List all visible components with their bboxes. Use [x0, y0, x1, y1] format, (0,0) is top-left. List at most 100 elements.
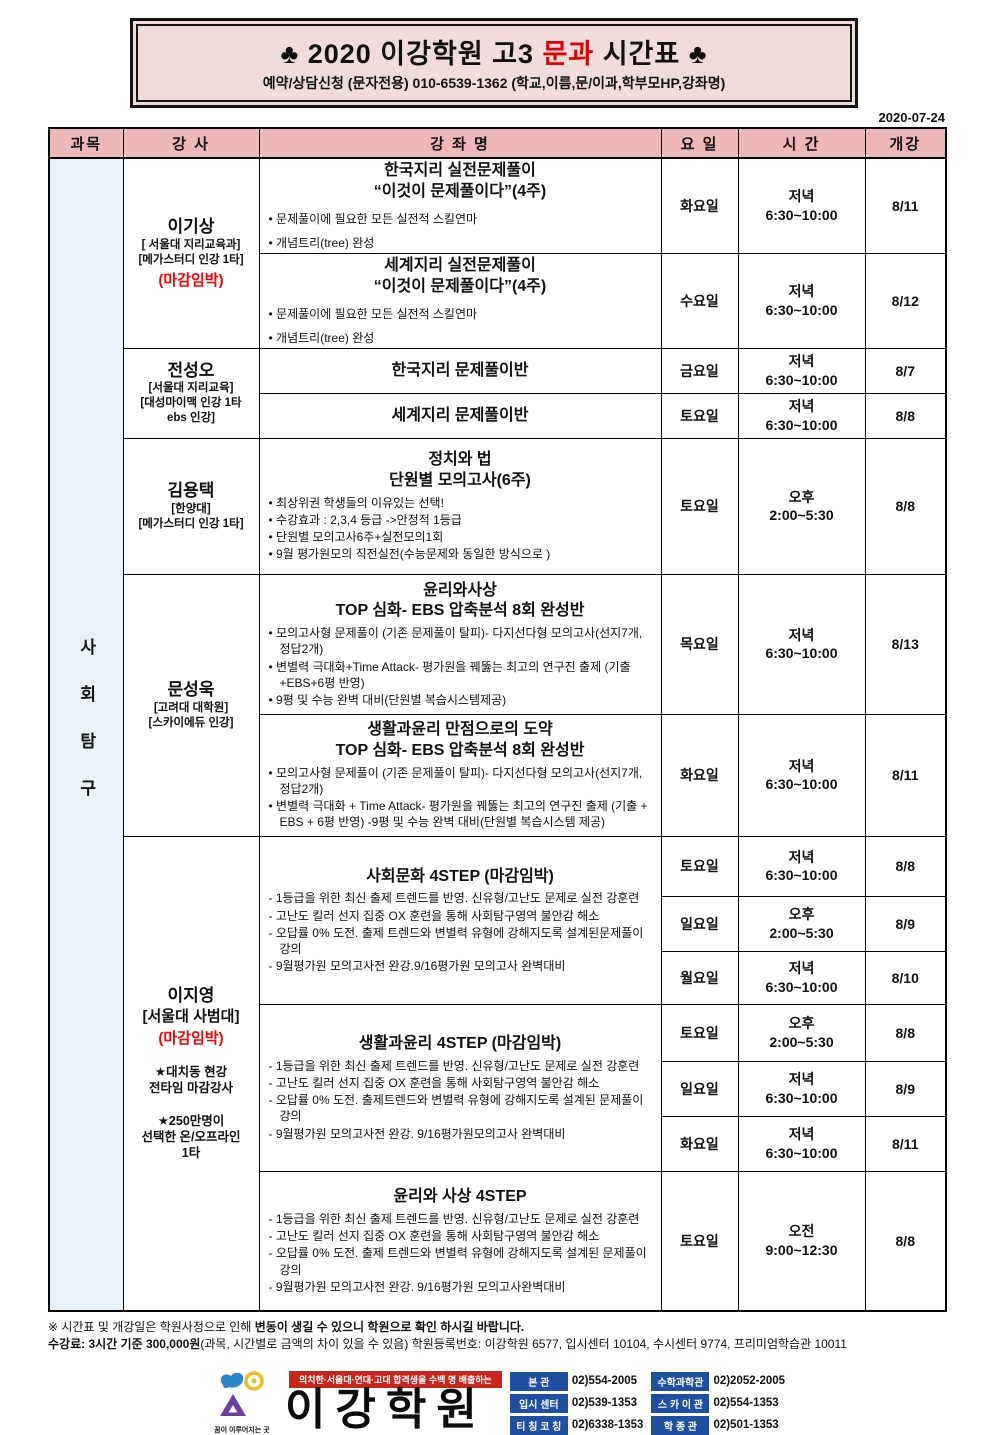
course-bullets: - 1등급을 위한 최신 출제 트렌드를 반영. 신유형/고난도 문제로 실전 … [268, 891, 644, 974]
course-subtitle: “이것이 문제풀이다”(4주) [373, 182, 547, 200]
title-prefix: ♣ 2020 이강학원 고3 [280, 39, 543, 69]
table-row: 월요일 저녁 6:30~10:00 8/10 [49, 950, 947, 1005]
time-cell: 저녁 6:30~10:00 [737, 835, 866, 897]
course-title: 윤리와사상 [423, 581, 497, 599]
course-cell: 사회문화 4STEP (마감임박) - 1등급을 위한 최신 출제 트렌드를 반… [258, 835, 662, 1005]
brand-block: 꿈이 이루어지는 곳 의치한·서울대·연대·고대 합격생을 수백 명 배출하는 … [0, 1370, 992, 1435]
phone-number: 02)554-2005 [571, 1375, 638, 1388]
teacher-cell-leekisang: 이기상 [ 서울대 지리교육과] [메가스터디 인강 1타] (마감임박) [122, 157, 260, 349]
course-cell: 한국지리 실전문제풀이 “이것이 문제풀이다”(4주) • 문제풀이에 필요한 … [258, 157, 662, 254]
table-row: 화요일 저녁 6:30~10:00 8/11 [49, 1115, 947, 1172]
tuition-line: 수강료: 3시간 기준 300,000원(과목, 시간별로 금액의 차이 있을 … [48, 1336, 847, 1351]
day-cell: 토요일 [660, 835, 739, 897]
col-header-start: 개강 [864, 127, 947, 159]
col-header-teacher: 강 사 [122, 127, 260, 159]
time-cell: 오후 2:00~5:30 [737, 895, 866, 952]
course-title: 생활과윤리 만점으로의 도약 [367, 721, 553, 739]
timetable-page: ♣ 2020 이강학원 고3 문과 시간표 ♣ 예약/상담신청 (문자전용) 0… [48, 18, 958, 1435]
course-subtitle: TOP 심화- EBS 압축분석 8회 완성반 [335, 742, 585, 760]
table-row: 윤리와 사상 4STEP - 1등급을 위한 최신 출제 트렌드를 반영. 신유… [49, 1170, 947, 1312]
course-cell: 생활과윤리 4STEP (마감임박) - 1등급을 위한 최신 출제 트렌드를 … [258, 1003, 662, 1172]
start-date-cell: 8/11 [864, 157, 947, 254]
phone-number: 02)539-1353 [571, 1397, 638, 1410]
teacher-name: 이지영 [167, 986, 215, 1006]
course-cell: 정치와 법 단원별 모의고사(6주) • 최상위권 학생들의 이유있는 선택! … [258, 437, 662, 575]
course-bullets: • 최상위권 학생들의 이유있는 선택! • 수강효과 : 2,3,4 등급 -… [268, 495, 551, 562]
time-cell: 저녁 6:30~10:00 [737, 252, 866, 349]
course-subtitle: 단원별 모의고사(6주) [389, 472, 531, 490]
day-cell: 화요일 [660, 157, 739, 254]
phone-entry: 학 종 관 02)501-1353 [651, 1415, 785, 1435]
start-date-cell: 8/8 [864, 1170, 947, 1312]
title-highlight: 문과 [542, 39, 595, 69]
print-date: 2020-07-24 [878, 110, 946, 125]
course-cell: 윤리와 사상 4STEP - 1등급을 위한 최신 출제 트렌드를 반영. 신유… [258, 1170, 662, 1312]
day-cell: 목요일 [660, 573, 739, 715]
course-title: 세계지리 문제풀이반 [391, 406, 529, 424]
day-cell: 토요일 [660, 1170, 739, 1312]
course-cell: 윤리와사상 TOP 심화- EBS 압축분석 8회 완성반 • 모의고사형 문제… [258, 573, 662, 715]
phone-label: 입시 센터 [509, 1393, 568, 1413]
header-row: 과목 강 사 강 좌 명 요 일 시 간 개강 [48, 127, 947, 159]
start-date-cell: 8/8 [864, 392, 947, 439]
course-title: 한국지리 문제풀이반 [391, 361, 529, 379]
start-date-cell: 8/11 [864, 1115, 947, 1172]
phone-entry: 수학과학관 02)2052-2005 [651, 1371, 785, 1391]
col-header-day: 요 일 [660, 127, 739, 159]
table-row: 생활과윤리 만점으로의 도약 TOP 심화- EBS 압축분석 8회 완성반 •… [49, 713, 947, 837]
title-box: ♣ 2020 이강학원 고3 문과 시간표 ♣ 예약/상담신청 (문자전용) 0… [130, 18, 858, 108]
course-cell: 한국지리 문제풀이반 [258, 347, 662, 394]
col-header-time: 시 간 [737, 127, 866, 159]
start-date-cell: 8/7 [864, 347, 947, 394]
start-date-cell: 8/13 [864, 573, 947, 715]
phone-label: 본 관 [509, 1371, 568, 1391]
reservation-info: 예약/상담신청 (문자전용) 010-6539-1362 (학교,이름,문/이과… [262, 75, 726, 91]
table-row: 사회탐구 이기상 [ 서울대 지리교육과] [메가스터디 인강 1타] (마감임… [48, 157, 947, 1312]
timetable: 과목 강 사 강 좌 명 요 일 시 간 개강 사회탐구 이기상 [ 서울대 지… [48, 127, 947, 1313]
phone-number: 02)554-1353 [713, 1397, 779, 1410]
course-cell: 세계지리 실전문제풀이 “이것이 문제풀이다”(4주) • 문제풀이에 필요한 … [258, 252, 662, 349]
phone-entry: 티 칭 코 칭 02)6338-1353 [509, 1415, 644, 1435]
teacher-name: 전성오 [167, 360, 215, 380]
table-row: 세계지리 실전문제풀이 “이것이 문제풀이다”(4주) • 문제풀이에 필요한 … [49, 252, 947, 349]
notice-line: ※ 시간표 및 개강일은 학원사정으로 인해 변동이 생길 수 있으니 학원으로… [48, 1320, 525, 1335]
phone-directory: 본 관 02)554-2005 수학과학관 02)2052-2005 입시 센터… [509, 1371, 785, 1435]
footer-notes: ※ 시간표 및 개강일은 학원사정으로 인해 변동이 생길 수 있으니 학원으로… [48, 1319, 958, 1351]
course-cell: 생활과윤리 만점으로의 도약 TOP 심화- EBS 압축분석 8회 완성반 •… [258, 713, 662, 837]
day-cell: 일요일 [660, 1060, 739, 1117]
course-bullets: - 1등급을 위한 최신 출제 트렌드를 반영. 신유형/고난도 문제로 실전 … [268, 1212, 647, 1294]
time-cell: 오후 2:00~5:30 [737, 437, 866, 575]
table-row: 일요일 저녁 6:30~10:00 8/9 [49, 1060, 947, 1117]
table-row: 생활과윤리 4STEP (마감임박) - 1등급을 위한 최신 출제 트렌드를 … [49, 1003, 947, 1172]
phone-entry: 본 관 02)554-2005 [509, 1371, 644, 1391]
phone-number: 02)501-1353 [713, 1419, 779, 1432]
teacher-note: (마감임박) [158, 1030, 224, 1047]
teacher-extra: ★대치동 현강 전타임 마감강사 [149, 1065, 233, 1096]
logo-name: 이강학원 [284, 1384, 487, 1434]
teacher-name: 이기상 [167, 217, 215, 237]
start-date-cell: 8/11 [864, 713, 947, 837]
leekang-logo-icon [219, 1371, 264, 1416]
time-cell: 저녁 6:30~10:00 [737, 392, 866, 439]
day-cell: 토요일 [660, 1003, 739, 1062]
phone-number: 02)6338-1353 [571, 1419, 644, 1432]
course-bullets: • 문제풀이에 필요한 모든 실전적 스킬연마 • 개념트리(tree) 완성 [268, 211, 478, 250]
time-cell: 저녁 6:30~10:00 [737, 1060, 866, 1117]
table-row: 일요일 오후 2:00~5:30 8/9 [49, 895, 947, 952]
day-cell: 수요일 [660, 252, 739, 349]
course-bullets: - 1등급을 위한 최신 출제 트렌드를 반영. 신유형/고난도 문제로 실전 … [268, 1058, 644, 1141]
teacher-credentials: [서울대 지리교육] [대성마이맥 인강 1타 ebs 인강] [140, 382, 242, 425]
start-date-cell: 8/8 [864, 835, 947, 897]
course-title: 생활과윤리 4STEP (마감임박) [358, 1035, 562, 1053]
teacher-note: (마감임박) [158, 271, 224, 289]
time-cell: 저녁 6:30~10:00 [737, 573, 866, 715]
time-cell: 저녁 6:30~10:00 [737, 157, 866, 254]
course-title: 윤리와 사상 4STEP [393, 1188, 527, 1206]
teacher-credentials: [고려대 대학원] [스카이에듀 인강] [148, 701, 234, 729]
course-bullets: • 모의고사형 문제풀이 (기존 문제풀이 탈피)- 다지선다형 모의고사(선지… [268, 765, 648, 830]
table-row: 전성오 [서울대 지리교육] [대성마이맥 인강 1타 ebs 인강] 한국지리… [49, 347, 947, 439]
teacher-cell-kimyongtaek: 김용택 [한양대] [메가스터디 인강 1타] [122, 437, 260, 575]
day-cell: 화요일 [660, 713, 739, 837]
teacher-credentials: [ 서울대 지리교육과] [메가스터디 인강 1타] [138, 238, 244, 266]
day-cell: 토요일 [660, 437, 739, 575]
